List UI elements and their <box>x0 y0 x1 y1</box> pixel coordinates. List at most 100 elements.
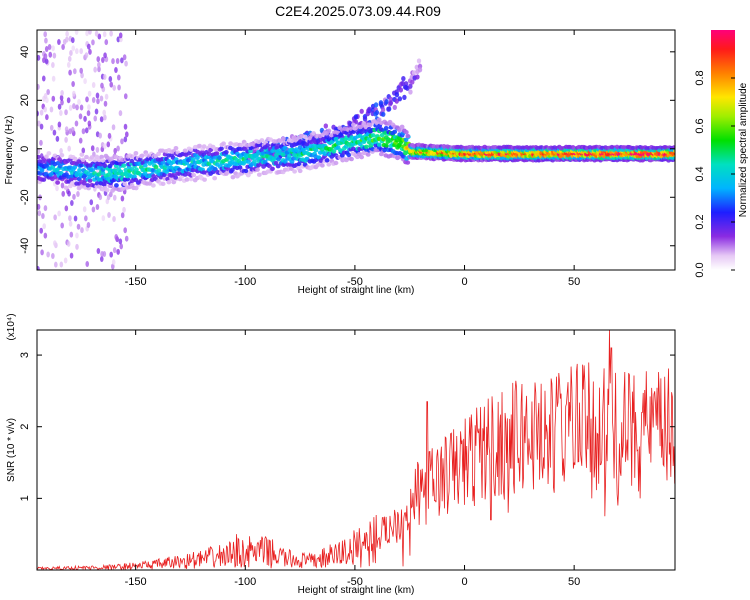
snr-y-scale-label: (x10⁴) <box>6 313 17 340</box>
spectrogram-noise-cell <box>79 67 84 74</box>
spectrogram-ridge-cell <box>37 154 41 160</box>
spectrogram-noise-cell <box>100 82 104 89</box>
spectrogram-noise-cell <box>86 222 91 229</box>
spectrogram-branch-cell <box>394 98 399 104</box>
spectrogram-noise-cell <box>55 135 60 142</box>
spectrogram-ridge-cell <box>202 177 207 182</box>
spectrogram-noise-cell <box>113 147 118 154</box>
spectrogram-noise-cell <box>51 45 55 52</box>
colorbar-tick-label: 0.2 <box>694 214 706 229</box>
spectrogram-noise-cell <box>39 227 44 234</box>
spectrogram-ridge-cell <box>364 144 369 149</box>
spectrogram-ridge-cell <box>160 160 166 165</box>
spectrogram-noise-cell <box>47 43 52 50</box>
spectrogram-ridge-cell <box>367 122 373 128</box>
spectrogram-ridge-cell <box>313 147 319 153</box>
spectrogram-noise-cell <box>85 96 89 103</box>
spectrogram-ridge-cell <box>72 156 78 162</box>
spectrogram-noise-cell <box>57 39 61 46</box>
spectrogram-noise-cell <box>76 223 81 230</box>
spectrogram-branch-cell <box>400 80 405 87</box>
spectrogram-noise-cell <box>98 132 103 139</box>
spectrogram-ridge-cell <box>405 160 411 165</box>
colorbar: 0.0 0.2 0.4 0.6 0.8 Normalized spectral ampl… <box>694 30 749 278</box>
spectrogram-noise-cell <box>43 205 48 212</box>
spectrogram-noise-cell <box>99 95 104 102</box>
spectrogram-noise-cell <box>102 250 107 257</box>
spectrogram-noise-cell <box>37 54 41 61</box>
spectrogram-noise-cell <box>74 48 79 55</box>
spectrogram-noise-cell <box>78 137 83 144</box>
spectrogram-noise-cell <box>87 120 92 127</box>
spectrogram-ridge-cell <box>129 167 135 172</box>
spectrogram-ridge-cell <box>100 170 106 176</box>
spectrogram-ridge-cell <box>100 158 106 163</box>
spectrogram-branch-cell <box>408 83 413 89</box>
spectrogram-ridge-cell <box>322 151 328 157</box>
spectrogram-noise-cell <box>73 68 77 75</box>
spectrogram-noise-cell <box>120 138 124 145</box>
spectrogram-ridge-cell <box>190 157 196 162</box>
spectrogram-ridge-cell <box>311 131 317 136</box>
spectrogram-ridge-cell <box>405 133 411 139</box>
spectrogram-noise-cell <box>75 104 79 111</box>
spectrogram-ridge-cell <box>270 166 275 171</box>
spectrogram-noise-cell <box>75 232 79 239</box>
spectrogram-noise-cell <box>91 206 96 213</box>
spectrogram-ridge-cell <box>99 154 104 160</box>
spectrogram-ridge-cell <box>120 186 125 192</box>
spectrogram-noise-cell <box>117 84 121 91</box>
spectrogram-noise-cell <box>99 116 104 123</box>
spectrogram-ridge-cell <box>365 152 371 157</box>
spectrogram-noise-cell <box>64 136 68 143</box>
spectrogram-noise-cell <box>81 128 86 135</box>
spectrogram-noise-cell <box>51 95 56 102</box>
spectrogram-noise-cell <box>84 52 89 59</box>
spectrogram-noise-cell <box>67 190 71 197</box>
colorbar-label: Normalized spectral amplitude <box>738 82 749 217</box>
spectrogram-ridge-cell <box>104 187 110 193</box>
snr-y-axis-label: SNR (10 * v/v) <box>6 418 17 482</box>
spectrogram-noise-cell <box>94 30 99 37</box>
spectrogram-ridge-cell <box>245 173 251 178</box>
spectrogram-noise-cell <box>44 37 48 44</box>
spectrogram-noise-cell <box>88 30 92 35</box>
spectrogram-noise-cell <box>63 257 68 264</box>
colorbar-ticks: 0.0 0.2 0.4 0.6 0.8 <box>694 70 735 278</box>
spectrogram-branch-cell <box>397 96 403 102</box>
spectrogram-noise-cell <box>96 248 101 255</box>
spectrogram-ridge-cell <box>346 152 352 158</box>
spectrogram-branch-cell <box>374 109 380 116</box>
spectrogram-x-tick-label: 0 <box>461 276 467 288</box>
spectrogram-noise-cell <box>116 36 121 43</box>
spectrogram-branch-cell <box>373 102 379 108</box>
spectrogram-ridge-cell <box>221 141 226 146</box>
spectrogram-noise-cell <box>43 106 47 113</box>
spectrogram-branch-cell <box>392 104 397 111</box>
spectrogram-ridge-cell <box>106 172 111 178</box>
spectrogram-noise-cell <box>39 123 44 130</box>
spectrogram-noise-cell <box>97 33 102 40</box>
spectrogram-noise-cell <box>57 121 62 128</box>
spectrogram-ridge-cell <box>228 141 233 146</box>
spectrogram-ridge-cell <box>370 133 376 138</box>
spectrogram-noise-cell <box>101 215 106 222</box>
spectrogram-noise-cell <box>87 43 91 50</box>
spectrogram-noise-cell <box>85 261 90 268</box>
spectrogram-noise-cell <box>120 195 125 202</box>
spectrogram-branch-cell <box>408 89 413 95</box>
spectrogram-ridge-cell <box>217 155 222 160</box>
spectrogram-ridge-cell <box>289 138 295 144</box>
spectrogram-ridge-cell <box>137 157 143 162</box>
spectrogram-noise-cell <box>53 240 57 247</box>
snr-x-tick-label: 50 <box>568 576 580 588</box>
spectrogram-ridge-cell <box>324 158 330 163</box>
spectrogram-noise-cell <box>80 227 84 234</box>
spectrogram-noise-cell <box>60 222 64 229</box>
spectrogram-noise-cell <box>44 58 49 65</box>
spectrogram-ridge-cell <box>173 175 179 180</box>
spectrogram-noise-cell <box>66 240 71 247</box>
spectrogram-ridge-cell <box>134 167 139 172</box>
spectrogram-ridge-cell <box>319 163 325 168</box>
spectrogram-ridge-cell <box>331 149 337 154</box>
